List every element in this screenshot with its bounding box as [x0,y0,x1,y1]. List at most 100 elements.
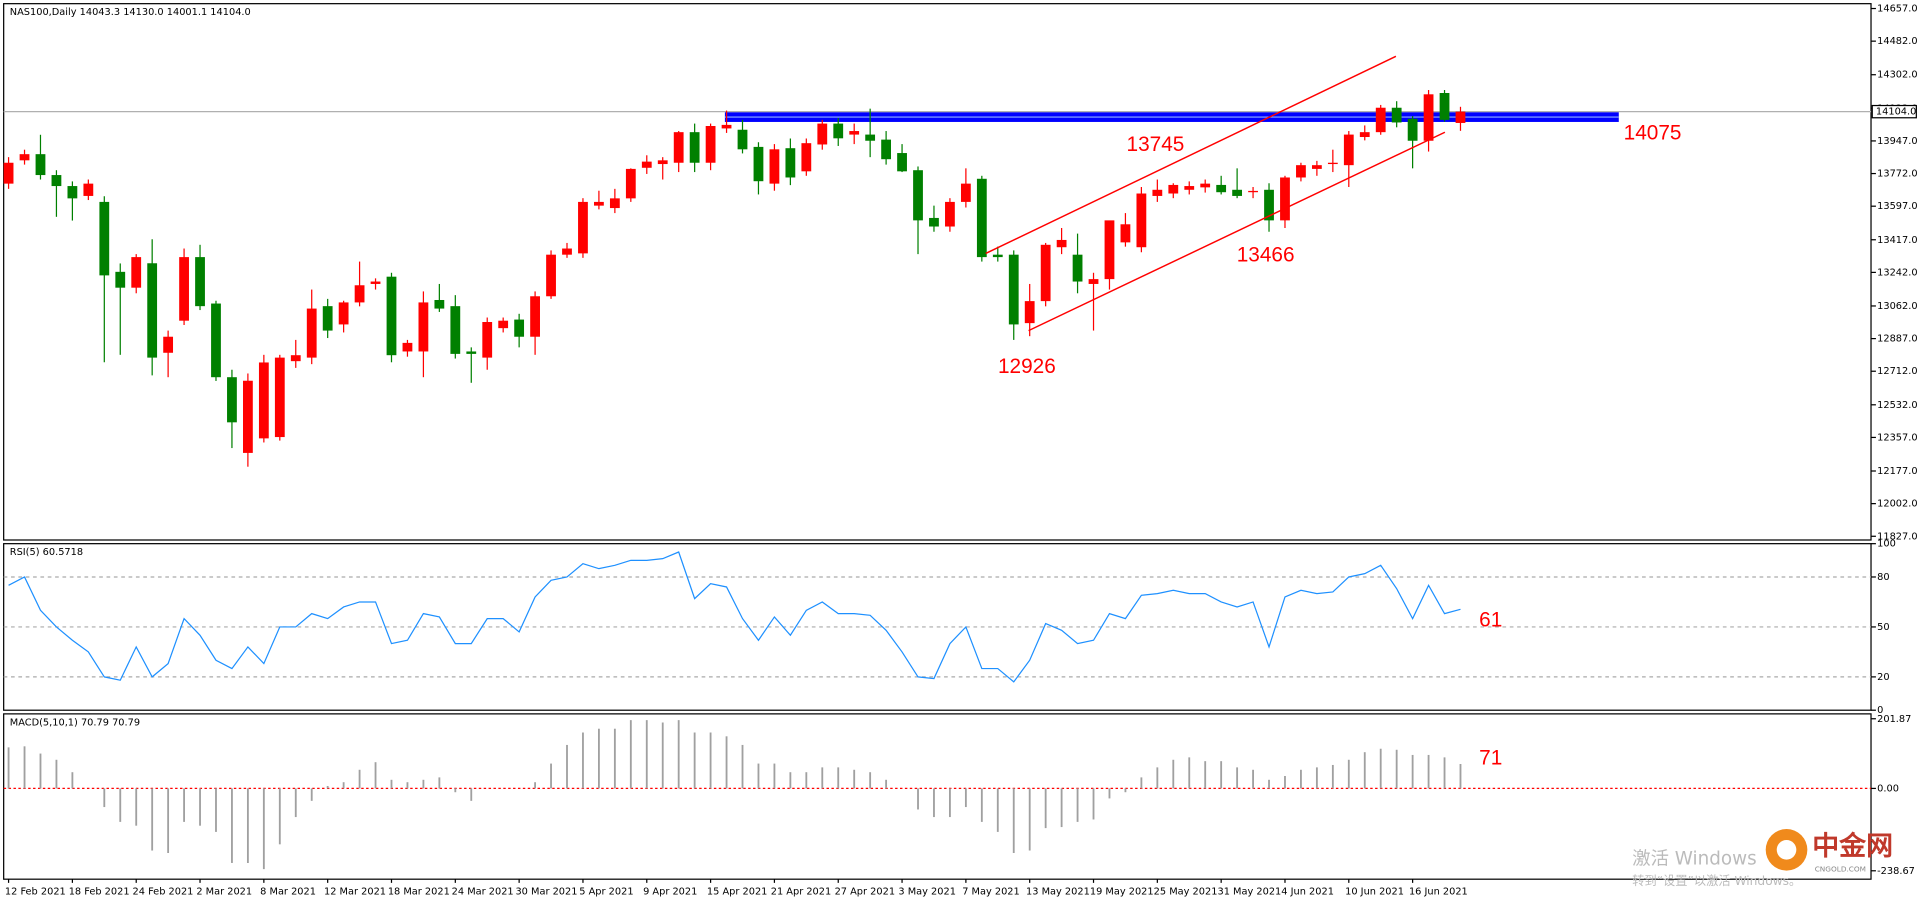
candle-body [1439,92,1450,120]
candle-body [1056,239,1067,248]
candle-body [1296,165,1306,178]
candle-body [163,336,174,353]
x-tick-label: 5 Apr 2021 [579,886,633,897]
candle-body [131,257,142,288]
candle-body [737,129,748,150]
y-tick-label: -238.67 [1877,866,1915,877]
y-tick-label: 13417.0 [1877,235,1917,246]
candle-body [402,342,413,352]
candle-body [673,132,684,163]
candle-body [689,132,700,163]
y-tick-label: 0.00 [1877,783,1899,794]
x-tick-label: 27 Apr 2021 [835,886,895,897]
watermark: 激活 Windows [1632,849,1757,870]
candle-body [1311,165,1322,169]
candle-body [913,170,923,221]
candle-body [1264,189,1274,221]
x-tick-label: 10 Jun 2021 [1345,886,1404,897]
x-tick-label: 19 May 2021 [1090,886,1154,897]
candle-body [705,126,716,163]
candle-body [929,217,939,227]
last-price-label: 14104.0 [1876,107,1916,118]
candle-body [976,178,987,258]
y-tick-label: 50 [1877,622,1889,633]
candle-body [641,161,652,168]
candle-body [434,299,445,309]
x-tick-label: 7 May 2021 [962,886,1020,897]
candle-body [19,154,30,161]
candle-body [1184,186,1195,190]
y-tick-label: 0 [1877,705,1883,716]
candle-body [801,143,812,172]
candle-body [258,362,269,439]
candle-body [179,257,189,321]
candle-body [354,285,365,303]
candle-body [1152,189,1163,196]
candle-body [1136,193,1147,248]
candle-body [833,123,844,139]
candle-body [1232,189,1243,196]
candle-body [211,303,221,378]
candle-body [1391,107,1402,123]
candle-body [1008,254,1019,325]
y-tick-label: 20 [1877,672,1889,683]
candle-body [482,322,493,358]
x-tick-label: 12 Mar 2021 [324,886,386,897]
x-tick-label: 4 Jun 2021 [1281,886,1334,897]
last-price-box [1871,104,1917,119]
macd-title: MACD(5,10,1) 70.79 70.79 [10,717,140,728]
candle-body [1104,220,1115,280]
candle-body [306,308,317,358]
y-tick-label: 12532.0 [1877,400,1917,411]
x-tick-label: 8 Mar 2021 [260,886,316,897]
candle-body [1248,190,1258,193]
x-tick-label: 18 Mar 2021 [388,886,450,897]
candle-body [418,302,429,352]
y-tick-label: 14482.0 [1877,36,1917,47]
candle-body [609,198,620,209]
watermark: 转到“设置”以激活 Windows。 [1632,873,1801,888]
annotation: 13466 [1237,243,1295,266]
y-tick-label: 12177.0 [1877,466,1917,477]
candle-body [1359,132,1370,138]
resistance-label: 14075 [1624,122,1682,145]
candle-body [3,162,14,184]
candle-body [1423,94,1434,141]
main-pane [3,3,1872,541]
candle-body [1168,184,1179,194]
candle-body [370,281,381,284]
x-tick-label: 12 Feb 2021 [5,886,66,897]
x-tick-label: 15 Apr 2021 [707,886,767,897]
candle-body [1216,184,1227,193]
candle-body [849,131,860,135]
candle-body [227,377,237,423]
candle-body [992,254,1003,258]
candle-body [322,306,333,331]
candle-body [753,146,764,182]
candle-body [578,201,588,254]
candle-body [1072,254,1083,282]
candle-body [498,320,509,329]
candle-body [115,271,126,288]
candle-body [1343,134,1354,166]
candle-body [881,139,891,160]
candle-body [450,306,461,354]
macd-pane [3,713,1872,880]
y-tick-label: 80 [1877,572,1889,583]
x-tick-label: 16 Jun 2021 [1409,886,1468,897]
candle-body [1200,183,1211,188]
candle-body [945,201,955,227]
candle-body [243,380,253,453]
candle-body [195,257,205,307]
y-tick-label: 12002.0 [1877,499,1917,510]
y-tick-label: 12887.0 [1877,334,1917,345]
candle-body [99,201,110,276]
candle-body [960,183,971,202]
y-tick-label: 12357.0 [1877,432,1917,443]
candle-body [1280,177,1290,221]
candle-body [562,248,572,255]
candle-body [514,319,525,337]
annotation: 12926 [998,355,1056,378]
y-tick-label: 14657.0 [1877,4,1917,15]
